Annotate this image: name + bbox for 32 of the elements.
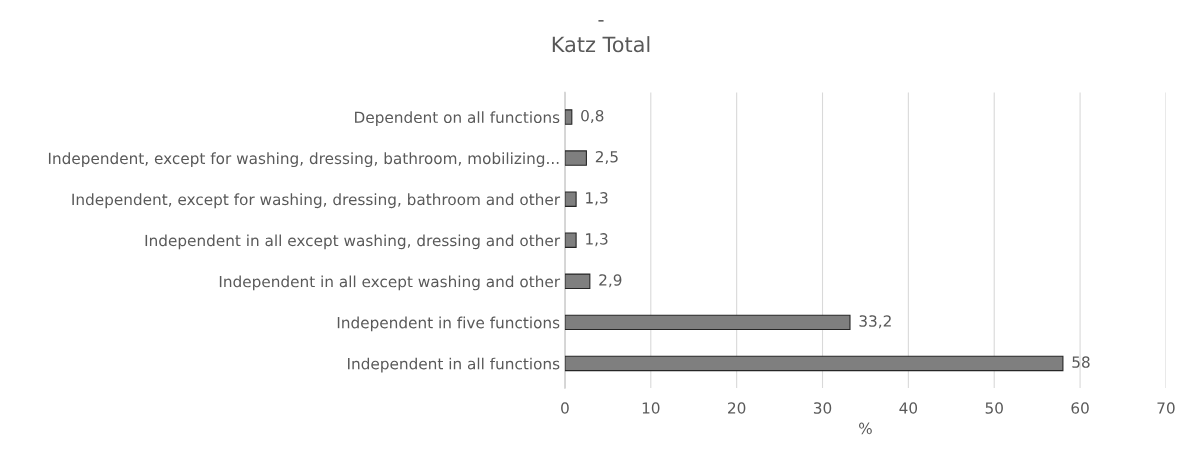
chart-title: - <box>598 20 604 22</box>
y-tick-label: Dependent on all functions <box>355 111 560 127</box>
x-tick-label: 60 <box>1071 402 1089 414</box>
data-label: 0,8 <box>581 109 604 124</box>
bar <box>564 314 851 331</box>
data-label: 1,3 <box>586 192 608 206</box>
y-tick-label: Independent in all except washing and other <box>219 275 561 291</box>
x-tick-label: 40 <box>899 402 918 414</box>
bar <box>564 273 591 290</box>
x-tick-label: 70 <box>1157 402 1175 414</box>
x-axis-title: % <box>859 422 872 435</box>
bar <box>564 109 573 125</box>
data-label: 2,5 <box>595 150 618 165</box>
bar <box>564 191 577 207</box>
data-label: 58 <box>1072 356 1090 368</box>
y-tick-label: Independent in five functions <box>337 316 560 332</box>
x-tick-label: 20 <box>728 402 746 414</box>
x-tick-label: 30 <box>813 402 832 414</box>
data-label: 1,3 <box>586 233 608 247</box>
chart-subtitle: Katz Total <box>552 36 650 53</box>
x-tick-label: 0 <box>561 402 569 414</box>
y-tick-label: Independent, except for washing, dressing, bathroom, mobilizing... <box>48 152 559 168</box>
y-tick-label: Independent in all functions <box>348 357 560 373</box>
bar <box>564 232 577 248</box>
bar <box>564 150 587 166</box>
x-tick-label: 10 <box>642 402 660 414</box>
y-tick-label: Independent in all except washing, dressing and other <box>145 234 561 250</box>
y-tick-label: Independent, except for washing, dressing, bathroom and other <box>72 193 561 209</box>
bar <box>564 355 1064 372</box>
data-label: 33,2 <box>859 315 891 329</box>
data-label: 2,9 <box>599 274 622 288</box>
x-tick-label: 50 <box>985 402 1003 414</box>
